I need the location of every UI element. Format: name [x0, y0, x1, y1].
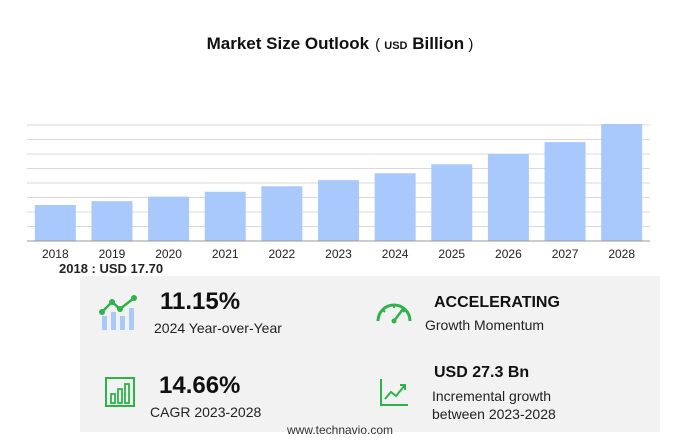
bar-2019	[91, 201, 133, 241]
x-tick-label: 2020	[155, 247, 182, 261]
bar-2021	[204, 191, 246, 241]
trend-line-icon	[380, 379, 408, 406]
x-tick-label: 2021	[212, 247, 239, 261]
x-tick-label: 2024	[382, 247, 409, 261]
bar-chart: 2018 2019 2020 2021 2022 2023 2024 2025 2026 2027…	[27, 124, 650, 261]
x-tick-label: 2025	[438, 247, 465, 261]
bar-2022	[261, 186, 303, 241]
bar-chart-icon	[105, 377, 135, 407]
x-tick-label: 2018	[42, 247, 69, 261]
yoy-label-wrap: 2024 Year-over-Year	[154, 319, 282, 337]
incremental-label-line2: between 2023-2028	[432, 406, 556, 422]
bar-2026	[487, 153, 529, 241]
bar-2018	[34, 204, 76, 241]
incremental-stat: USD 27.3 Bn	[434, 364, 529, 382]
cagr-label: CAGR 2023-2028	[150, 404, 262, 420]
bar-growth-icon	[99, 295, 137, 330]
x-tick-label: 2026	[495, 247, 522, 261]
incremental-value: USD 27.3 Bn	[434, 364, 530, 381]
x-tick-label: 2023	[325, 247, 352, 261]
bar-2024	[374, 173, 416, 241]
incremental-label-wrap: Incremental growth between 2023-2028	[432, 387, 556, 423]
speedometer-icon	[376, 303, 412, 324]
bar-2023	[318, 180, 359, 241]
cagr-label-wrap: CAGR 2023-2028	[150, 403, 261, 421]
stats-panel	[80, 276, 660, 432]
bar-2020	[148, 196, 190, 241]
bar-2028	[601, 124, 643, 241]
bar-2025	[431, 164, 473, 241]
cagr-stat: 14.66%	[159, 372, 240, 400]
x-tick-label: 2019	[99, 247, 126, 261]
momentum-label-wrap: Growth Momentum	[425, 316, 544, 334]
title-text: Market Size Outlook	[206, 34, 370, 53]
x-tick-label: 2028	[608, 247, 635, 261]
yoy-stat: 11.15%	[160, 288, 240, 316]
momentum-stat: ACCELERATING	[434, 294, 560, 312]
incremental-label-line1: Incremental growth	[432, 388, 552, 404]
x-tick-label: 2022	[269, 247, 296, 261]
footer-source: www.technavio.com	[286, 423, 394, 437]
momentum-label: Growth Momentum	[425, 317, 545, 333]
title-unit: ( USD Billion )	[375, 34, 474, 53]
momentum-value: ACCELERATING	[434, 294, 560, 311]
yoy-value: 11.15%	[160, 288, 241, 315]
yoy-label: 2024 Year-over-Year	[154, 320, 282, 336]
x-tick-label: 2027	[552, 247, 579, 261]
bar-2027	[544, 142, 586, 241]
base-year-label: 2018 : USD 17.70	[59, 261, 164, 276]
chart-title: Market Size Outlook ( USD Billion )	[0, 34, 680, 54]
cagr-value: 14.66%	[159, 372, 241, 399]
